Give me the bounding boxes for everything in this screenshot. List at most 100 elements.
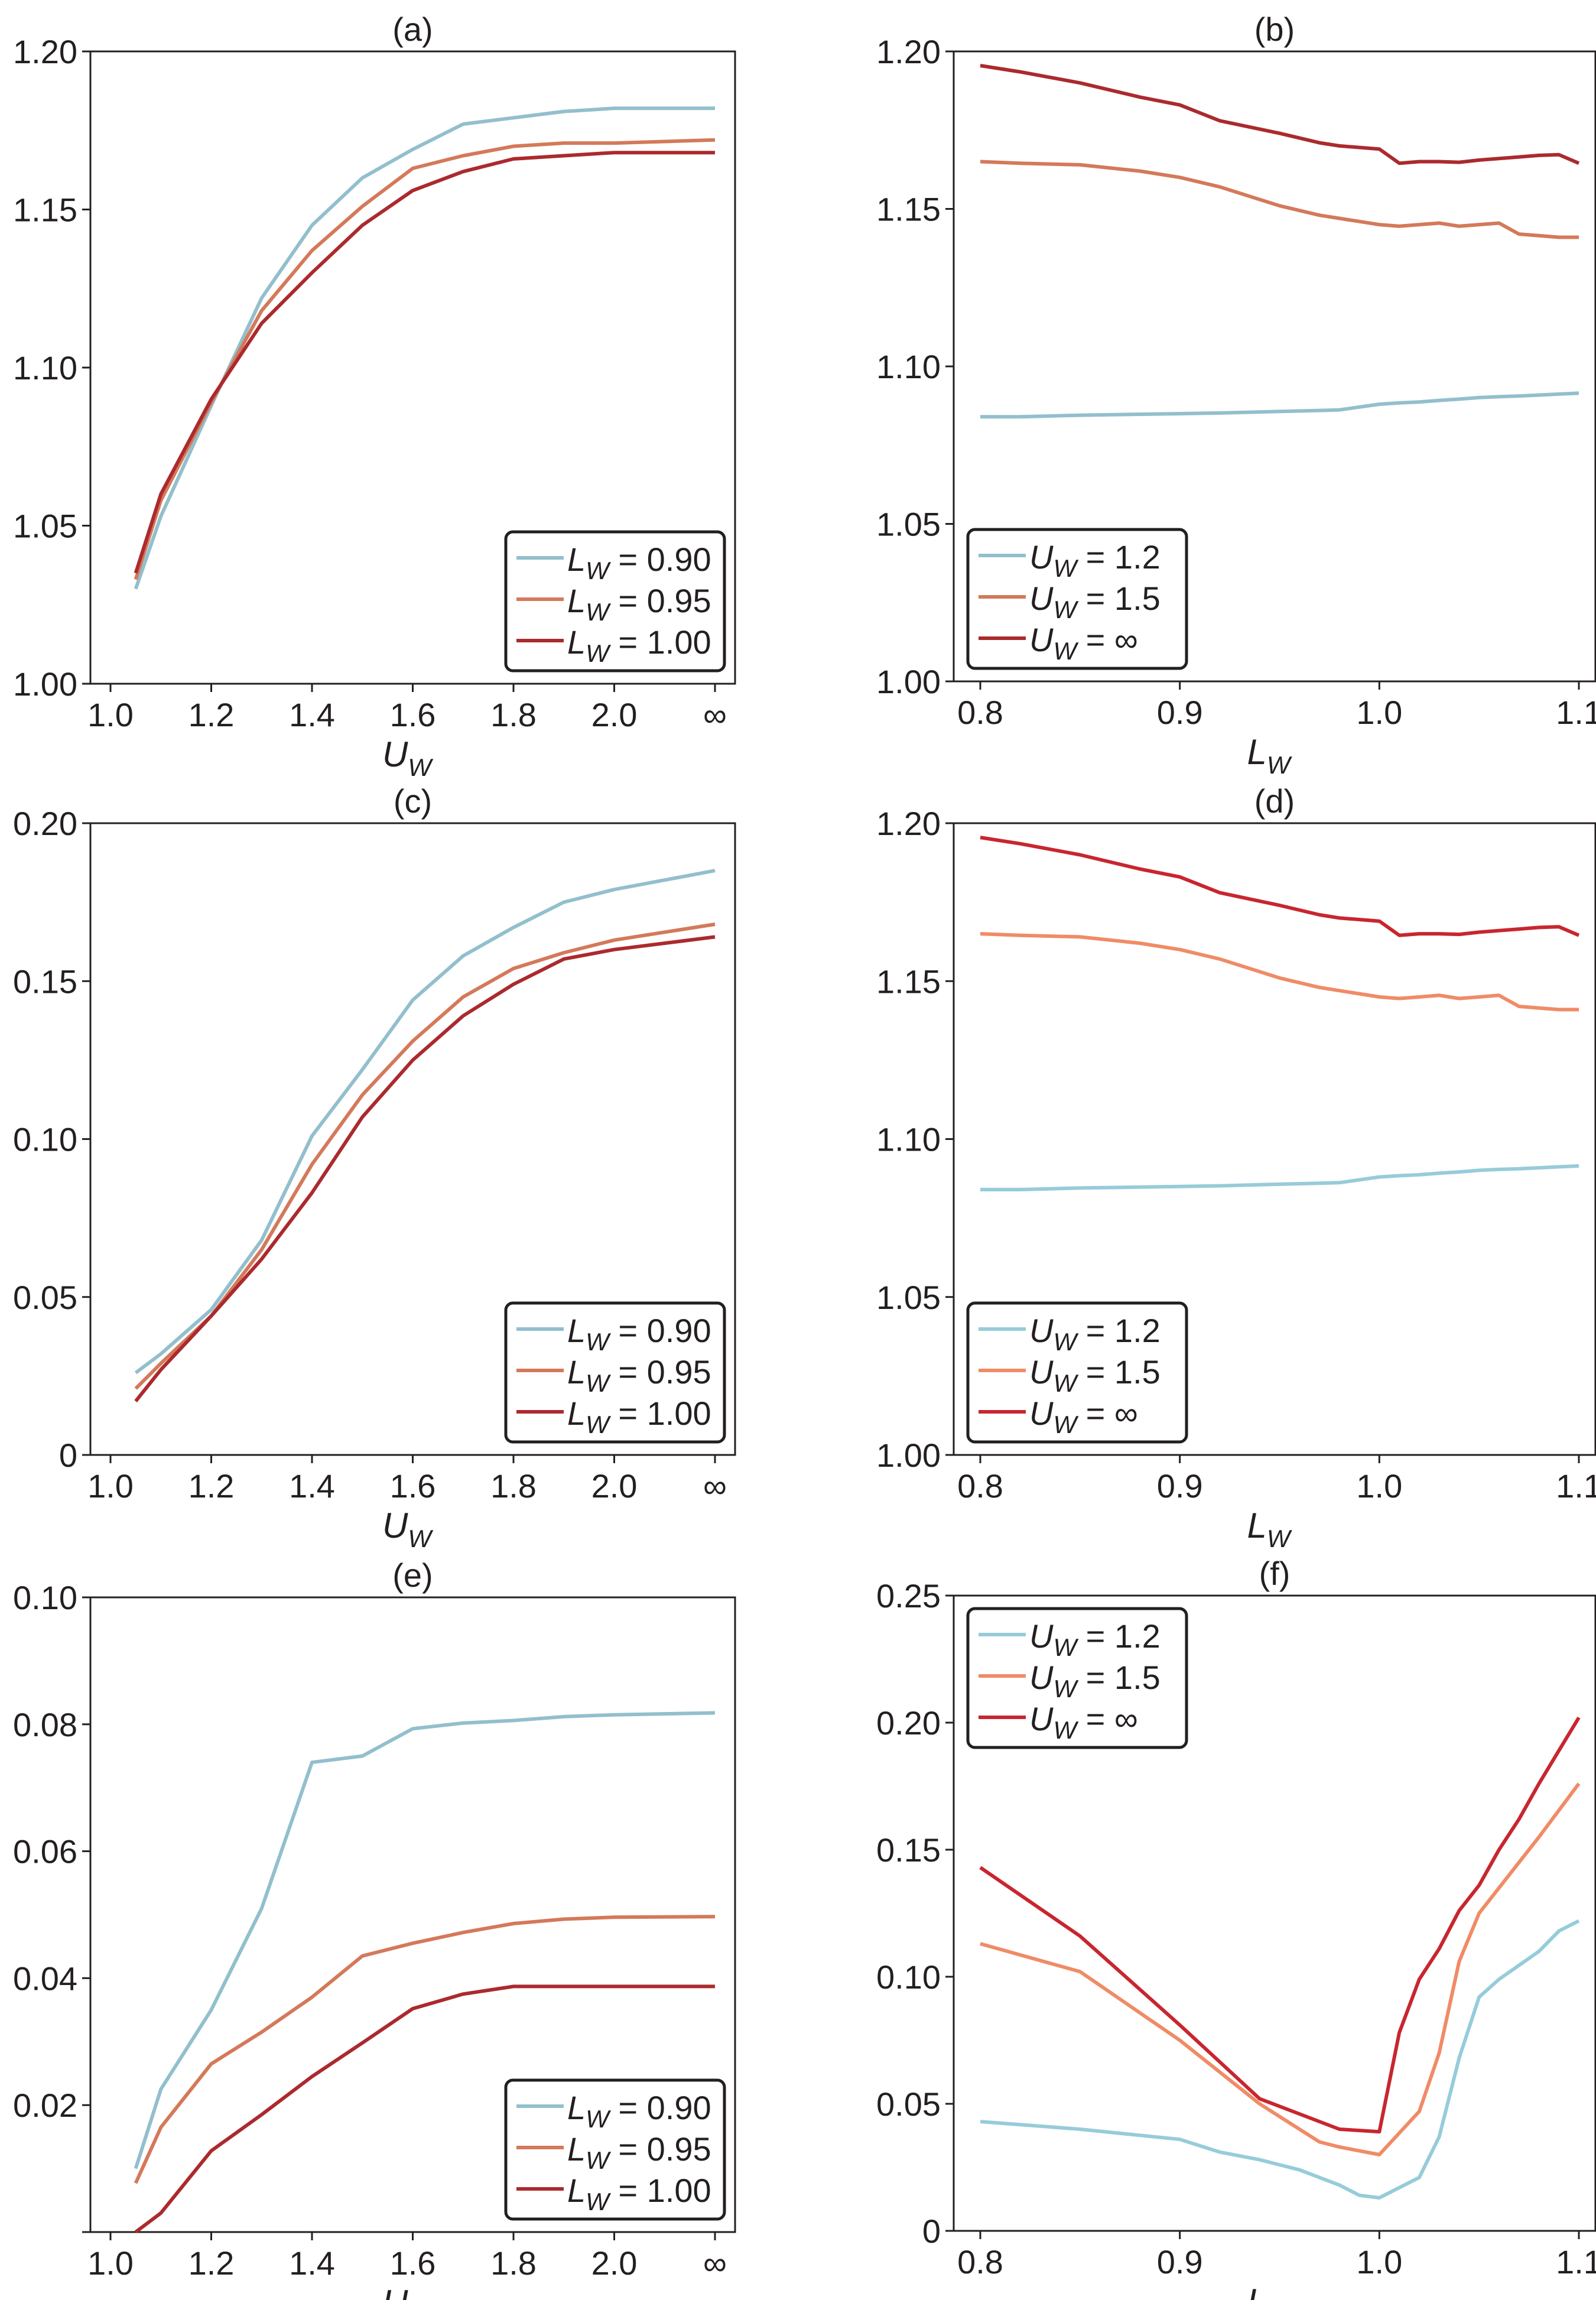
y-tick-label: 0.04 xyxy=(13,1960,77,1997)
legend-entry: LW = 1.00 xyxy=(567,623,711,667)
legend-sub: W xyxy=(586,2188,611,2215)
legend-var: U xyxy=(1029,538,1054,576)
legend-value: = 1.00 xyxy=(609,1395,711,1432)
legend-sub: W xyxy=(1053,1633,1078,1661)
series-line-3 xyxy=(134,151,715,574)
x-axis-label-sub: W xyxy=(1267,1525,1292,1552)
legend-var: U xyxy=(1029,1700,1054,1737)
y-tick-label: 0.05 xyxy=(876,2085,941,2123)
x-tick-label: 1.6 xyxy=(390,2244,436,2282)
legend-entry: LW = 0.90 xyxy=(567,2089,711,2133)
series-line-3 xyxy=(134,1984,715,2234)
legend-entry: UW = 1.5 xyxy=(1029,1659,1161,1703)
panel-b: (b)1.001.051.101.151.200.8 0.9 1.0 1.1LWUW … xyxy=(876,11,1596,779)
legend-sub: W xyxy=(1053,1675,1078,1703)
x-axis-label-sub: W xyxy=(408,753,433,781)
legend-entry: UW = 1.5 xyxy=(1029,1353,1161,1397)
series-line-3 xyxy=(980,64,1580,165)
legend-var: U xyxy=(1029,1312,1054,1349)
legend-value: = 1.2 xyxy=(1077,538,1161,576)
x-axis-label-sub: W xyxy=(408,1525,433,1552)
panel-d: (d)1.001.051.101.151.200.8 0.9 1.0 1.1LWUW … xyxy=(876,782,1596,1552)
x-tick-label: 0.9 xyxy=(1157,2243,1203,2280)
x-tick-label: 1.0 xyxy=(1356,694,1402,731)
panel-title: (d) xyxy=(1254,782,1295,820)
legend-value: = 0.90 xyxy=(609,1312,711,1349)
legend-sub: W xyxy=(586,1369,611,1397)
legend-sub: W xyxy=(586,1328,611,1356)
panel-c: (c) 0 0.05 0.10 0.15 0.20 1.0 1.2 1.4 1.6 1.8 2.0 ∞ U… xyxy=(13,782,736,1552)
y-tick-label: 1.20 xyxy=(13,33,77,70)
legend-sub: W xyxy=(1053,637,1078,665)
x-axis-label-sub: W xyxy=(1267,751,1292,779)
legend: UW = 1.2UW = 1.5UW = ∞ xyxy=(966,1607,1188,1749)
x-tick-label: 0.8 xyxy=(957,2243,1003,2280)
legend-var: U xyxy=(1029,1617,1054,1655)
legend-var: L xyxy=(567,623,586,661)
y-tick-label: 0.25 xyxy=(876,1577,941,1614)
y-tick-label: 0.08 xyxy=(13,1706,77,1743)
x-axis-label: UW xyxy=(382,735,433,781)
y-tick-label: 0.05 xyxy=(13,1279,77,1316)
legend-entry: UW = 1.2 xyxy=(1029,538,1161,582)
y-tick-label: 1.05 xyxy=(876,506,941,543)
legend-sub: W xyxy=(586,2105,611,2133)
series-line-1 xyxy=(980,1164,1579,1191)
legend-sub: W xyxy=(1053,554,1078,582)
legend-entry: LW = 1.00 xyxy=(567,1395,711,1438)
x-tick-label: 0.8 xyxy=(957,694,1003,731)
series-line-3 xyxy=(134,935,716,1402)
panel-title: (c) xyxy=(394,782,432,820)
x-tick-label: 1.1 xyxy=(1556,1467,1596,1505)
series-line-1 xyxy=(134,1711,716,2169)
x-tick-label: 0.8 xyxy=(957,1467,1003,1505)
legend-sub: W xyxy=(586,639,611,667)
x-tick-label: 1.4 xyxy=(289,696,335,733)
y-tick-label: 1.15 xyxy=(876,963,941,1000)
legend-var: L xyxy=(567,2089,586,2126)
x-tick-label: 1.8 xyxy=(490,2244,537,2282)
plot-frame xyxy=(953,1594,1596,2232)
legend-sub: W xyxy=(1053,596,1078,623)
x-tick-label: 1.2 xyxy=(188,696,235,733)
x-tick-label: 1.2 xyxy=(188,1467,235,1505)
y-tick-label: 0.10 xyxy=(13,1121,77,1158)
y-tick-label: 0.20 xyxy=(13,805,77,842)
legend-sub: W xyxy=(586,2146,611,2174)
y-tick-label: 1.20 xyxy=(876,805,941,842)
legend-value: = 1.00 xyxy=(609,623,711,661)
legend-entry: LW = 0.95 xyxy=(567,2130,711,2174)
series-line-1 xyxy=(134,106,715,590)
legend-value: = 0.95 xyxy=(609,582,711,619)
series-line-2 xyxy=(980,160,1579,239)
y-tick-label: 0.10 xyxy=(876,1958,941,1996)
legend-value: = 1.5 xyxy=(1077,580,1161,617)
x-tick-label: 1.4 xyxy=(289,2244,335,2282)
y-tick-label: 0.10 xyxy=(13,1579,77,1616)
x-tick-label: 1.0 xyxy=(87,2244,134,2282)
legend-box xyxy=(504,530,726,673)
legend-var: L xyxy=(567,541,586,578)
x-tick-label: 1.2 xyxy=(188,2244,235,2282)
y-tick-label: 1.15 xyxy=(876,191,941,228)
x-tick-label: 1.0 xyxy=(87,696,134,733)
legend: UW = 1.2UW = 1.5UW = ∞ xyxy=(966,528,1188,670)
legend-var: L xyxy=(567,1353,586,1391)
legend-var: L xyxy=(567,582,586,619)
legend-var: L xyxy=(567,2130,586,2168)
panel-title: (f) xyxy=(1259,1555,1291,1592)
y-tick-label: 0.06 xyxy=(13,1833,77,1870)
legend-value: = 0.90 xyxy=(609,2089,711,2126)
x-tick-label: 2.0 xyxy=(591,696,638,733)
x-axis-label: LW xyxy=(1247,732,1292,779)
x-tick-label: 2.0 xyxy=(591,1467,638,1505)
legend-entry: LW = 0.95 xyxy=(567,582,711,626)
panel-e: (e) 0.02 0.04 0.06 0.08 0.10 1.0 1.2 1.4 1.6 1.8 2.… xyxy=(13,1557,736,2300)
legend-sub: W xyxy=(1053,1716,1078,1744)
x-axis-label-var: L xyxy=(1247,2282,1266,2300)
x-tick-label: 2.0 xyxy=(591,2244,638,2282)
series-line-3 xyxy=(979,1716,1581,2134)
legend-value: = 1.5 xyxy=(1077,1353,1161,1391)
